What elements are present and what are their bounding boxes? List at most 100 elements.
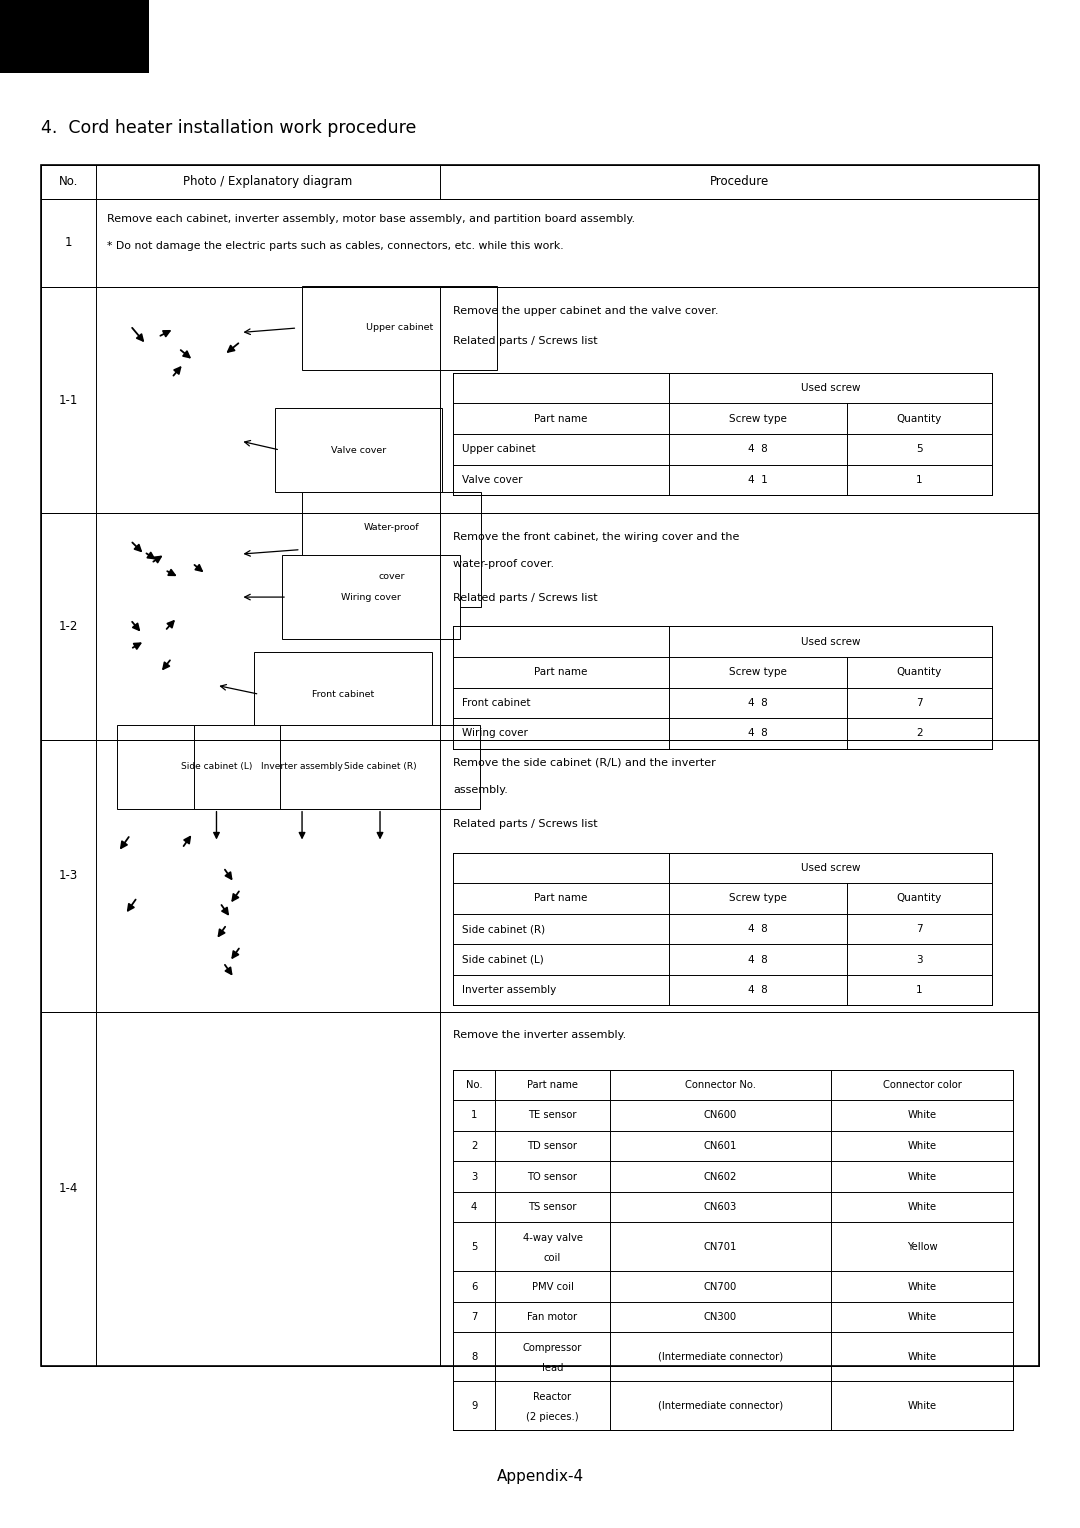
Text: White: White [907, 1111, 936, 1120]
Text: lead: lead [542, 1363, 564, 1372]
Text: Connector color: Connector color [882, 1080, 961, 1089]
Text: CN700: CN700 [704, 1282, 738, 1291]
Text: 1-4: 1-4 [58, 1183, 78, 1195]
Text: 7: 7 [916, 924, 922, 934]
Text: CN300: CN300 [704, 1313, 737, 1322]
Text: TO sensor: TO sensor [527, 1172, 578, 1181]
Text: Side cabinet (L): Side cabinet (L) [180, 762, 252, 772]
Text: Front cabinet: Front cabinet [312, 689, 375, 698]
Bar [41, 287, 1039, 513]
Text: Fan motor: Fan motor [527, 1313, 578, 1322]
Text: Upper cabinet: Upper cabinet [366, 324, 433, 333]
Bar [41, 1012, 1039, 1366]
Bar [41, 165, 1039, 1366]
Text: TD sensor: TD sensor [527, 1141, 578, 1151]
Text: 4  8: 4 8 [747, 986, 768, 995]
Text: Connector No.: Connector No. [685, 1080, 756, 1089]
Text: White: White [907, 1352, 936, 1361]
Text: 6: 6 [471, 1282, 477, 1291]
Bar [41, 513, 1039, 740]
Text: White: White [907, 1282, 936, 1291]
Bar [41, 165, 1039, 199]
Bar [254, 652, 432, 736]
Text: 7: 7 [471, 1313, 477, 1322]
Text: Side cabinet (L): Side cabinet (L) [462, 955, 543, 964]
Text: PMV coil: PMV coil [531, 1282, 573, 1291]
Text: Remove the upper cabinet and the valve cover.: Remove the upper cabinet and the valve c… [454, 306, 718, 316]
Text: 1: 1 [916, 986, 922, 995]
Text: 4.  Cord heater installation work procedure: 4. Cord heater installation work procedu… [41, 119, 417, 138]
Text: Reactor: Reactor [534, 1392, 571, 1403]
Text: CN603: CN603 [704, 1203, 738, 1212]
Text: (2 pieces.): (2 pieces.) [526, 1412, 579, 1421]
Text: Wiring cover: Wiring cover [341, 593, 401, 602]
Text: 1: 1 [471, 1111, 477, 1120]
Text: 4  8: 4 8 [747, 729, 768, 738]
Text: Part name: Part name [527, 1080, 578, 1089]
Text: Procedure: Procedure [710, 176, 769, 188]
Text: Remove the front cabinet, the wiring cover and the: Remove the front cabinet, the wiring cov… [454, 532, 740, 542]
Text: 4  8: 4 8 [747, 924, 768, 934]
Text: 5: 5 [916, 445, 922, 454]
Text: No.: No. [465, 1080, 483, 1089]
Text: Quantity: Quantity [896, 668, 942, 677]
Text: Upper cabinet: Upper cabinet [462, 445, 536, 454]
Text: Side cabinet (R): Side cabinet (R) [343, 762, 416, 772]
Text: Yellow: Yellow [907, 1242, 937, 1251]
Text: Part name: Part name [535, 668, 588, 677]
Text: 1: 1 [65, 237, 72, 249]
Text: Quantity: Quantity [896, 894, 942, 903]
Text: White: White [907, 1313, 936, 1322]
Text: assembly.: assembly. [454, 785, 508, 796]
Text: CN600: CN600 [704, 1111, 738, 1120]
Text: Photo / Explanatory diagram: Photo / Explanatory diagram [184, 176, 353, 188]
Text: CN601: CN601 [704, 1141, 738, 1151]
Text: White: White [907, 1203, 936, 1212]
Text: 2: 2 [471, 1141, 477, 1151]
Text: White: White [907, 1401, 936, 1410]
Text: Related parts / Screws list: Related parts / Screws list [454, 819, 598, 830]
Text: 5: 5 [471, 1242, 477, 1251]
Text: 4: 4 [471, 1203, 477, 1212]
Bar [454, 626, 993, 749]
Text: TS sensor: TS sensor [528, 1203, 577, 1212]
Text: Valve cover: Valve cover [462, 475, 523, 484]
Text: White: White [907, 1141, 936, 1151]
Text: 2: 2 [916, 729, 922, 738]
Text: Used screw: Used screw [800, 384, 860, 393]
Text: Side cabinet (R): Side cabinet (R) [462, 924, 545, 934]
Text: White: White [907, 1172, 936, 1181]
Text: 9: 9 [471, 1401, 477, 1410]
Text: Related parts / Screws list: Related parts / Screws list [454, 336, 598, 347]
Text: 7: 7 [916, 698, 922, 707]
Text: Compressor: Compressor [523, 1343, 582, 1354]
Text: cover: cover [378, 573, 405, 582]
Text: 4  8: 4 8 [747, 955, 768, 964]
Text: Quantity: Quantity [896, 414, 942, 423]
Text: Part name: Part name [535, 414, 588, 423]
Text: Water-proof: Water-proof [364, 523, 419, 532]
Text: (Intermediate connector): (Intermediate connector) [658, 1352, 783, 1361]
Bar [454, 373, 993, 495]
Text: Appendix-4: Appendix-4 [497, 1468, 583, 1484]
Bar [117, 724, 316, 808]
Text: 3: 3 [916, 955, 922, 964]
Text: Remove the side cabinet (R/L) and the inverter: Remove the side cabinet (R/L) and the in… [454, 758, 716, 769]
Bar [41, 740, 1039, 1012]
Text: CN602: CN602 [704, 1172, 738, 1181]
Text: 4  8: 4 8 [747, 445, 768, 454]
Bar [41, 199, 1039, 287]
Text: 3: 3 [471, 1172, 477, 1181]
Bar [454, 853, 993, 1005]
Text: Screw type: Screw type [729, 894, 786, 903]
Text: Remove the inverter assembly.: Remove the inverter assembly. [454, 1030, 626, 1041]
Text: 1-3: 1-3 [58, 869, 78, 882]
Text: * Do not damage the electric parts such as cables, connectors, etc. while this w: * Do not damage the electric parts such … [107, 241, 564, 252]
Bar [302, 286, 497, 370]
Text: No.: No. [58, 176, 78, 188]
Text: 4-way valve: 4-way valve [523, 1233, 582, 1244]
Text: Inverter assembly: Inverter assembly [462, 986, 556, 995]
Text: coil: coil [544, 1253, 562, 1262]
Bar [275, 408, 443, 492]
Text: Valve cover: Valve cover [332, 446, 387, 455]
